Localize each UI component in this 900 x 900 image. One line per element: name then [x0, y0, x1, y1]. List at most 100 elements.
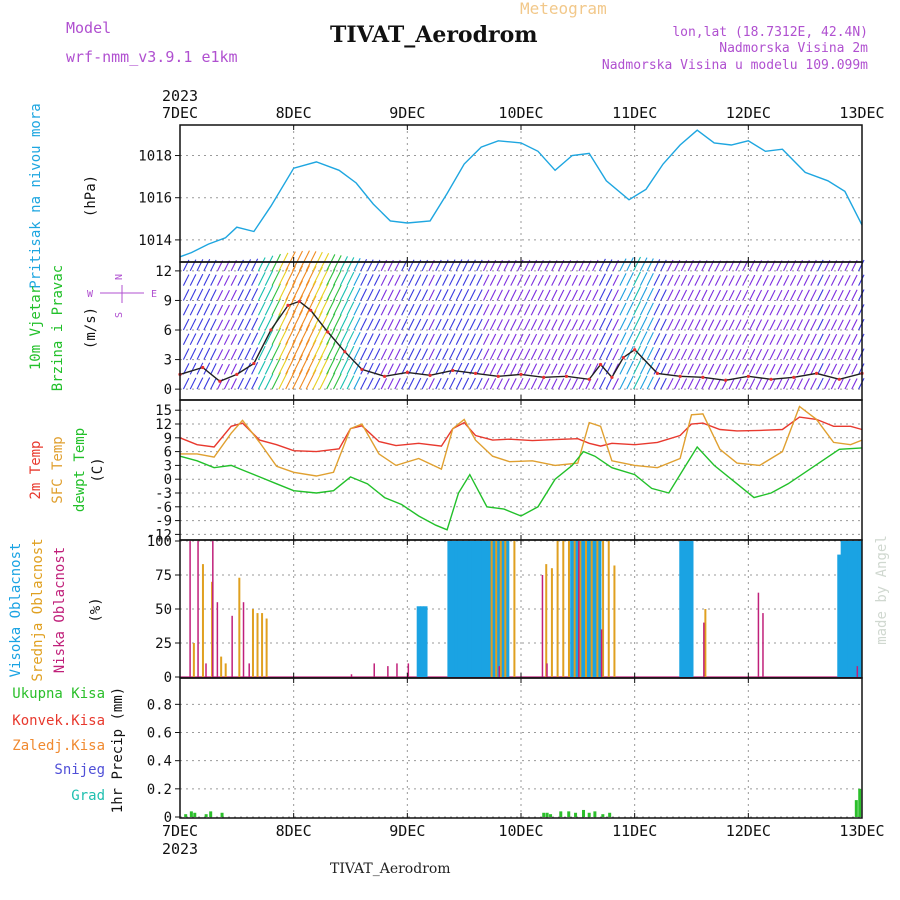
wind-barb [769, 304, 776, 316]
wind-barb [462, 288, 470, 301]
wind-barb [851, 378, 858, 390]
precip-bar [189, 811, 193, 817]
wind-barb [210, 363, 217, 375]
wind-barb [667, 304, 674, 316]
precip-legend-item: Konvek.Kisa [12, 713, 105, 729]
wind-barb [230, 289, 237, 301]
wind-barb [626, 331, 634, 346]
temp-unit-label: (C) [90, 457, 106, 482]
wind-barb [612, 304, 619, 316]
wind-barb [776, 378, 783, 390]
wind-barb [851, 363, 858, 375]
cloud-high-bar [423, 606, 428, 677]
wind-barb [789, 363, 797, 375]
wind-barb [844, 378, 851, 390]
wind-barb [803, 304, 810, 316]
precip-bar [184, 814, 188, 817]
wind-barb [428, 348, 435, 360]
wind-barb [407, 348, 415, 360]
wind-barb [203, 332, 211, 346]
wind-barb [564, 348, 572, 360]
wind-barb [326, 283, 336, 301]
time-label-bottom: 10DEC [498, 822, 543, 840]
wind-barb [653, 318, 661, 331]
wind-barb [237, 318, 244, 331]
wind-barb [407, 274, 415, 286]
wind-barb [830, 289, 838, 301]
wind-barb [203, 362, 211, 375]
wind-barb [653, 273, 661, 286]
wind-barb [783, 304, 790, 316]
wind-barb [530, 333, 538, 346]
temp-2m-line [179, 416, 863, 453]
wind-barb [435, 348, 442, 360]
cloud-high-bar [464, 541, 469, 677]
wind-barb [203, 258, 211, 272]
wind-barb [646, 332, 654, 346]
wind-barb [687, 319, 694, 331]
wind-barb [687, 378, 694, 390]
wind-barb [496, 363, 503, 375]
wind-barb [230, 304, 237, 316]
wind-barb [667, 378, 674, 390]
cloud-mid-bar [590, 541, 593, 677]
wind-barb [680, 289, 688, 301]
wind-barb [353, 361, 361, 375]
wind-barb [442, 318, 449, 331]
wind-barb [742, 274, 749, 286]
wind-barb [585, 289, 592, 301]
cloud-mid-bar [602, 541, 605, 677]
wind-speed-marker [792, 375, 796, 379]
wind-barb [264, 329, 274, 346]
wind-barb [373, 318, 381, 331]
y-tick-label: -9 [155, 514, 172, 530]
wind-barb [701, 378, 708, 390]
wind-barb [660, 289, 667, 301]
wind-barb [217, 363, 224, 375]
cloud-mid-bar [261, 613, 264, 677]
wind-barb [510, 378, 517, 390]
wind-barb [326, 268, 336, 286]
footer-station: TIVAT_Aerodrom [330, 861, 451, 877]
wind-barb [564, 333, 572, 346]
cloud-mid-bar [513, 541, 516, 677]
wind-barb [401, 348, 408, 360]
wind-barb [292, 250, 303, 272]
wind-speed-marker [678, 374, 682, 378]
wind-barb [394, 348, 401, 360]
precip-bar [542, 812, 546, 817]
wind-barb [687, 274, 694, 286]
wind-barb [810, 378, 817, 390]
cloud-low-bar [396, 663, 398, 677]
cloud-low-bar [578, 541, 580, 677]
wind-barb [271, 372, 281, 390]
cloud-low-axis-title: Niska Oblacnost [52, 547, 68, 673]
cloud-high-bar [505, 541, 510, 677]
wind-barb [217, 319, 224, 331]
marks-layer [178, 129, 865, 817]
precip-bar [854, 800, 858, 817]
wind-barb [817, 348, 824, 360]
wind-barb [257, 375, 266, 390]
wind-barb [373, 289, 381, 301]
wind-barb [523, 378, 531, 390]
wind-barb [823, 378, 831, 390]
wind-barb [714, 349, 722, 360]
compass-east-label: E [151, 289, 157, 300]
wind-speed-marker [343, 350, 347, 354]
wind-barb [442, 348, 449, 360]
wind-barb [844, 334, 851, 346]
wind-barb [435, 304, 442, 316]
wind-barb [667, 318, 674, 331]
wind-barb [721, 349, 728, 360]
wind-barb [783, 378, 790, 390]
wind-barb [619, 361, 627, 375]
wind-barb [783, 334, 790, 346]
wind-barb [414, 318, 422, 331]
wind-barb [496, 274, 503, 286]
wind-barb [189, 333, 197, 346]
wind-barb [769, 378, 776, 390]
wind-barb [728, 304, 735, 316]
wind-barb [646, 258, 654, 272]
wind-barb [217, 304, 224, 316]
